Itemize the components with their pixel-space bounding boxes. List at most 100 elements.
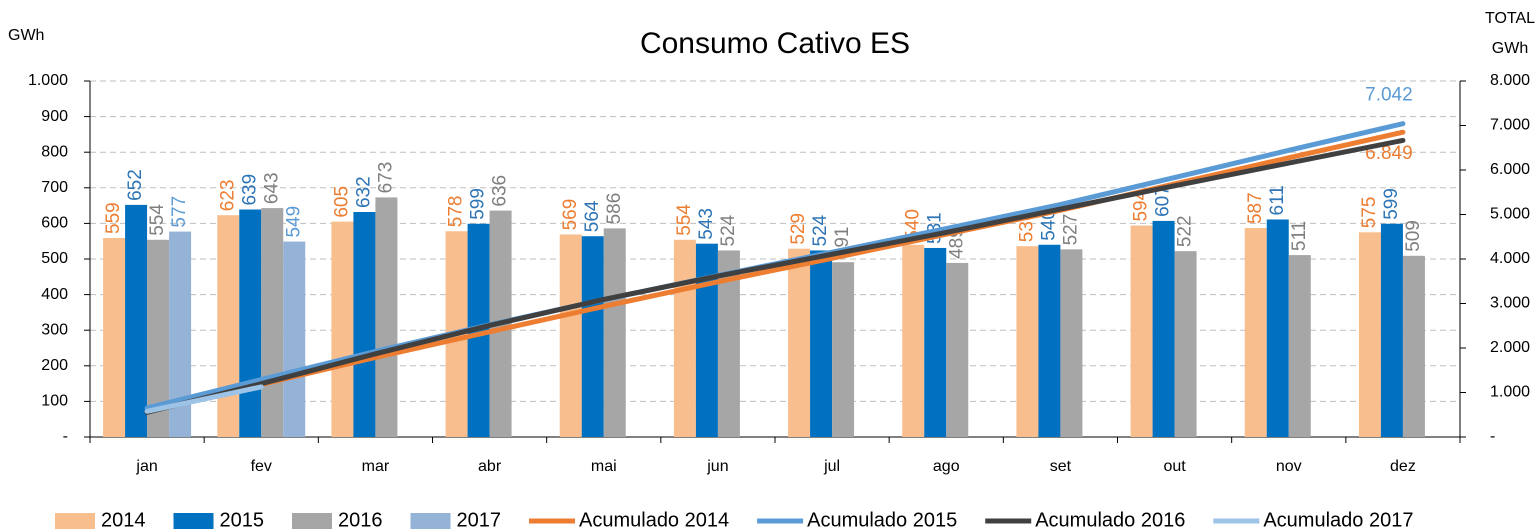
y2-axis-label: TOTAL xyxy=(1485,10,1535,27)
bar xyxy=(1266,219,1289,437)
y-axis-label: GWh xyxy=(8,27,44,44)
bar-label: 587 xyxy=(1245,192,1266,224)
bar-label: 540 xyxy=(1038,209,1059,241)
y-tick-label: 800 xyxy=(41,143,68,160)
bar-label: 643 xyxy=(261,172,282,204)
bar-label: 575 xyxy=(1359,197,1380,229)
bar-label: 652 xyxy=(125,169,146,201)
x-tick-label: dez xyxy=(1390,458,1416,475)
y2-tick-label: 4.000 xyxy=(1490,250,1530,267)
y-tick-label: 100 xyxy=(41,393,68,410)
y-tick-label: 600 xyxy=(41,215,68,232)
legend-label: Acumulado 2015 xyxy=(807,509,957,531)
y-tick-label: 700 xyxy=(41,179,68,196)
bar-label: 549 xyxy=(283,206,304,238)
y2-tick-label: - xyxy=(1490,428,1495,445)
bar xyxy=(125,204,148,437)
bar xyxy=(331,221,354,437)
bar-label: 636 xyxy=(490,175,511,207)
bar xyxy=(559,234,582,437)
bar xyxy=(810,250,833,437)
bar-label: 524 xyxy=(718,214,739,246)
x-tick-label: out xyxy=(1163,458,1186,475)
bar xyxy=(239,209,262,437)
bar xyxy=(375,197,398,437)
bar-label: 607 xyxy=(1153,185,1174,217)
y2-tick-label: 5.000 xyxy=(1490,206,1530,223)
bar xyxy=(1152,220,1175,437)
bar xyxy=(788,248,811,437)
bar xyxy=(1174,251,1197,437)
bar xyxy=(1402,255,1425,437)
bar-label: 511 xyxy=(1289,221,1310,251)
line-label: 6.849 xyxy=(1365,143,1413,164)
y-tick-label: 300 xyxy=(41,321,68,338)
bar xyxy=(1060,249,1083,437)
bar-label: 586 xyxy=(604,193,625,225)
bar-label: 611 xyxy=(1267,185,1288,215)
bar-label: 599 xyxy=(468,188,489,220)
bar xyxy=(673,239,696,437)
legend-label: Acumulado 2016 xyxy=(1035,509,1185,531)
bar-label: 569 xyxy=(560,199,581,231)
line-label: 7.042 xyxy=(1365,85,1413,106)
bar-label: 564 xyxy=(582,200,603,232)
line xyxy=(144,384,264,414)
y-tick-label: - xyxy=(63,428,68,445)
bar xyxy=(1130,225,1153,437)
legend-swatch xyxy=(55,513,95,529)
bar-label: 577 xyxy=(169,196,190,228)
y-tick-label: 1.000 xyxy=(28,72,68,89)
bar xyxy=(832,262,855,437)
chart-title: Consumo Cativo ES xyxy=(640,27,910,60)
bar xyxy=(717,250,740,437)
y2-axis-label: GWh xyxy=(1492,40,1528,57)
line xyxy=(144,137,1406,415)
legend-swatch xyxy=(292,513,332,529)
x-tick-label: ago xyxy=(933,458,960,475)
legend-label: 2017 xyxy=(457,509,502,531)
y2-tick-label: 7.000 xyxy=(1490,117,1530,134)
legend-label: 2014 xyxy=(101,509,146,531)
bar-label: 599 xyxy=(1381,188,1402,220)
bar-label: 559 xyxy=(103,202,124,234)
bar-label: 639 xyxy=(239,174,260,206)
bar xyxy=(353,212,376,437)
x-tick-label: mar xyxy=(362,458,390,475)
bar-label: 522 xyxy=(1175,215,1196,247)
bar xyxy=(1038,244,1061,437)
bar xyxy=(603,228,626,437)
y2-tick-label: 3.000 xyxy=(1490,295,1530,312)
bar-label: 554 xyxy=(674,204,695,236)
y2-tick-label: 8.000 xyxy=(1490,72,1530,89)
bar xyxy=(581,236,604,437)
bar xyxy=(902,244,925,437)
legend-swatch xyxy=(410,513,451,529)
bar-label: 605 xyxy=(331,186,352,218)
bar xyxy=(695,243,718,437)
bar xyxy=(217,215,240,437)
x-tick-label: abr xyxy=(478,458,502,475)
bar xyxy=(1358,232,1381,437)
bar xyxy=(169,231,192,437)
bar-label: 509 xyxy=(1403,220,1424,252)
y2-tick-label: 6.000 xyxy=(1490,161,1530,178)
bar-label: 594 xyxy=(1131,189,1152,221)
legend-label: 2015 xyxy=(220,509,265,531)
bar-label: 543 xyxy=(696,208,717,240)
y-tick-label: 400 xyxy=(41,286,68,303)
legend-label: Acumulado 2017 xyxy=(1263,509,1413,531)
legend-label: 2016 xyxy=(338,509,383,531)
bar xyxy=(1244,228,1267,437)
bar-label: 673 xyxy=(375,162,396,194)
bar-label: 578 xyxy=(446,196,467,228)
bar-label: 529 xyxy=(788,213,809,245)
x-tick-label: fev xyxy=(251,458,272,475)
bar-label: 623 xyxy=(217,180,238,212)
y-tick-label: 500 xyxy=(41,250,68,267)
y2-tick-label: 1.000 xyxy=(1490,384,1530,401)
y2-tick-label: 2.000 xyxy=(1490,339,1530,356)
legend-swatch xyxy=(173,513,214,529)
legend-label: Acumulado 2014 xyxy=(579,509,729,531)
